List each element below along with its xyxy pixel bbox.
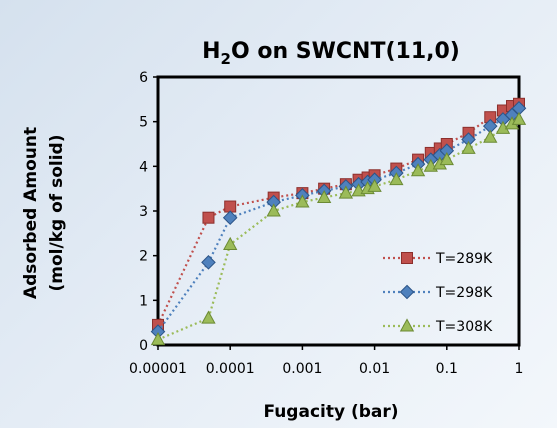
y-tick-label: 3 bbox=[139, 204, 148, 220]
series-T=308K bbox=[150, 111, 527, 346]
y-tick-label: 2 bbox=[139, 249, 148, 265]
y-tick-label: 6 bbox=[139, 70, 148, 86]
data-point bbox=[367, 178, 382, 192]
x-tick-label: 0.001 bbox=[282, 361, 322, 377]
legend-label: T=289K bbox=[435, 251, 493, 267]
series-line bbox=[157, 118, 520, 341]
chart-title: H2O on SWCNT(11,0) bbox=[202, 39, 460, 68]
data-point bbox=[150, 331, 166, 346]
legend-entry: T=298K bbox=[383, 284, 493, 301]
legend-marker bbox=[399, 284, 415, 300]
y-tick-label: 1 bbox=[139, 293, 148, 309]
y-tick-label: 0 bbox=[139, 338, 148, 354]
x-tick-label: 0.00001 bbox=[129, 361, 187, 377]
data-point bbox=[483, 129, 498, 143]
data-point bbox=[201, 255, 216, 270]
legend-label: T=308K bbox=[435, 319, 493, 335]
y-axis-title-line2: (mol/kg of solid) bbox=[47, 135, 67, 292]
x-tick-label: 0.01 bbox=[359, 361, 390, 377]
data-point bbox=[316, 189, 332, 204]
legend-marker bbox=[399, 318, 415, 332]
plot-frame bbox=[156, 75, 521, 347]
data-point bbox=[223, 236, 238, 250]
legend-entry: T=289K bbox=[383, 251, 493, 267]
data-point bbox=[201, 310, 216, 324]
legend-entry: T=308K bbox=[383, 318, 493, 335]
legend-label: T=298K bbox=[435, 285, 493, 301]
y-axis-title-line1: Adsorbed Amount bbox=[21, 127, 41, 299]
data-point bbox=[224, 200, 237, 213]
data-point bbox=[389, 172, 404, 186]
data-point bbox=[511, 111, 527, 125]
x-tick-label: 0.0001 bbox=[206, 361, 255, 377]
y-tick-label: 5 bbox=[139, 115, 148, 131]
x-tick-label: 0.1 bbox=[436, 361, 458, 377]
data-point bbox=[439, 151, 454, 166]
y-tick-label: 4 bbox=[139, 159, 148, 175]
legend-marker bbox=[401, 252, 413, 264]
data-point bbox=[266, 203, 281, 217]
legend: T=289K T=298K T=308K bbox=[383, 251, 493, 335]
series-layer bbox=[150, 97, 527, 346]
data-point bbox=[410, 163, 426, 177]
data-point bbox=[338, 185, 354, 199]
data-point bbox=[461, 140, 476, 154]
x-tick-label: 1 bbox=[515, 361, 524, 377]
axis-ticks: 0 1 2 3 4 5 6 0.00001 0.0001 0.001 0.01 0.1 1 bbox=[129, 70, 523, 377]
data-point bbox=[295, 194, 310, 208]
data-point bbox=[222, 210, 238, 226]
data-point bbox=[202, 211, 215, 224]
x-axis-title: Fugacity (bar) bbox=[263, 402, 398, 422]
